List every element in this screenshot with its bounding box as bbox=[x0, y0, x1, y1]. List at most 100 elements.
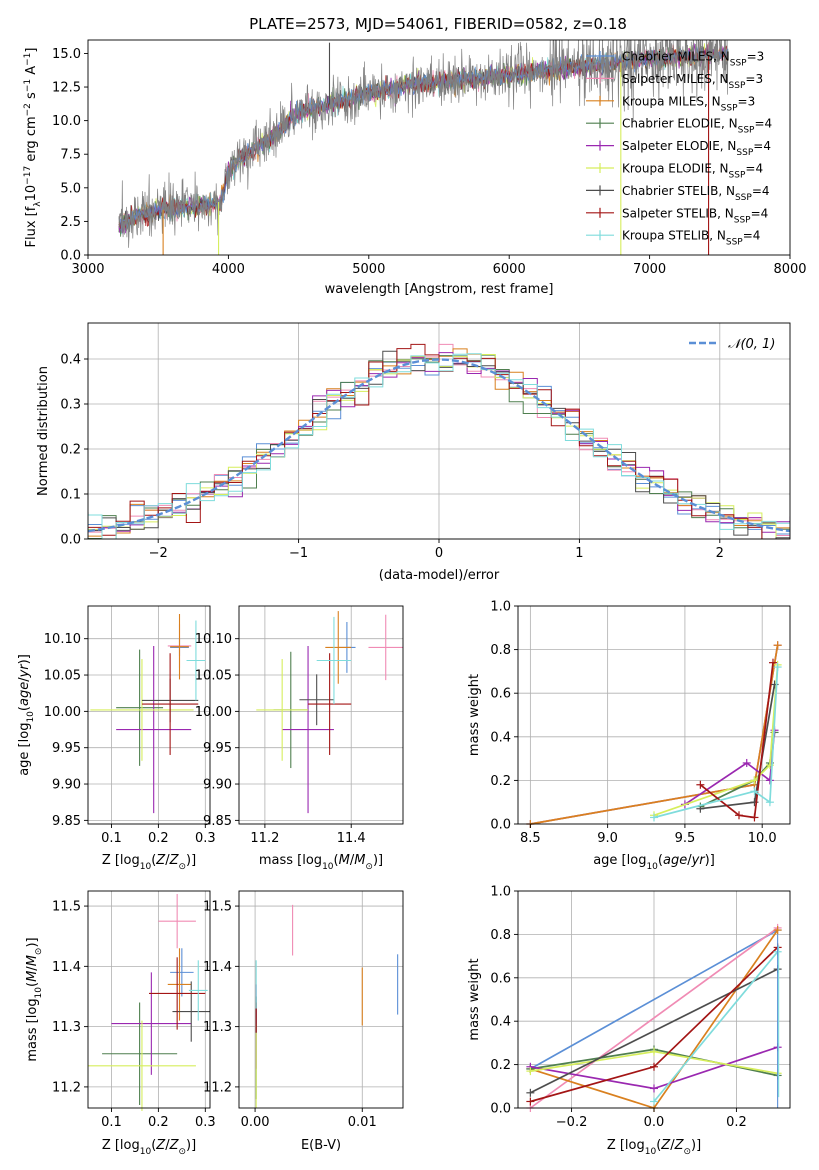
y-tick-label: 0.4 bbox=[490, 1015, 511, 1030]
x-tick-label: −2 bbox=[149, 546, 168, 561]
residuals-ylabel: Normed distribution bbox=[36, 366, 51, 496]
y-tick-label: 10.00 bbox=[44, 705, 81, 720]
y-tick-label: 10.10 bbox=[44, 632, 81, 647]
y-tick-label: 9.95 bbox=[203, 741, 232, 756]
observed-spectrum bbox=[118, 40, 729, 248]
y-tick-label: 11.2 bbox=[203, 1080, 232, 1095]
weight_vs_Z-xlabel: Z [log10(Z/Z⊙)] bbox=[607, 1138, 701, 1157]
legend-entry: Salpeter STELIB, NSSP=4 bbox=[622, 206, 768, 225]
y-tick-label: 1.0 bbox=[490, 600, 511, 615]
y-tick-label: 0.2 bbox=[490, 1058, 511, 1073]
x-tick-label: 0.1 bbox=[101, 1115, 122, 1130]
x-tick-label: −1 bbox=[289, 546, 308, 561]
spectrum-panel: 3000 4000 5000 6000 7000 8000 0.0 2.5 5.0 7.5 10.0… bbox=[23, 39, 807, 297]
spectrum-xlabel: wavelength [Angstrom, rest frame] bbox=[325, 282, 554, 297]
y-tick-label: 11.3 bbox=[52, 1020, 81, 1035]
weight-line-chabrier_miles bbox=[529, 929, 779, 1070]
axes-frame bbox=[517, 605, 791, 825]
y-tick-label: 9.85 bbox=[52, 814, 81, 829]
hist-salpeter_stelib bbox=[88, 343, 790, 539]
mass_vs_EBV-xlabel: E(B-V) bbox=[301, 1138, 341, 1153]
x-tick-label: 7000 bbox=[633, 262, 666, 277]
mass_vs_EBV-panel: 0.00 0.01 11.2 11.3 11.4 11.5 E(B-V) bbox=[203, 890, 404, 1153]
x-tick-label: −0.2 bbox=[556, 1115, 588, 1130]
x-tick-label: 2 bbox=[716, 546, 724, 561]
legend-entry: Salpeter ELODIE, NSSP=4 bbox=[622, 139, 771, 158]
weight_vs_age-xlabel: age [log10(age/yr)] bbox=[593, 853, 715, 872]
x-tick-label: 11.4 bbox=[337, 831, 366, 846]
age_vs_mass-panel: 11.2 11.4 9.85 9.90 9.95 10.00 10.05 10.10 mass … bbox=[195, 605, 404, 872]
y-tick-label: 11.4 bbox=[52, 960, 81, 975]
y-tick-label: 2.5 bbox=[60, 215, 81, 230]
x-tick-label: 6000 bbox=[493, 262, 526, 277]
x-tick-label: 8000 bbox=[773, 262, 806, 277]
x-tick-label: 11.2 bbox=[250, 831, 279, 846]
y-tick-label: 10.05 bbox=[44, 669, 81, 684]
residuals-xlabel: (data-model)/error bbox=[379, 568, 500, 583]
spectrum-ylabel: Flux [fλ10−17 erg cm−2 s−1 A−1] bbox=[23, 48, 43, 248]
legend-entry: Salpeter MILES, NSSP=3 bbox=[622, 72, 763, 91]
mass_vs_Z-panel: 0.1 0.2 0.3 11.2 11.3 11.4 11.5 Z [log10(Z/Z⊙)]… bbox=[25, 890, 216, 1157]
y-tick-label: 11.4 bbox=[203, 960, 232, 975]
weight-line-kroupa_stelib bbox=[653, 951, 779, 1103]
weight-line-salpeter_miles bbox=[529, 927, 779, 1109]
weight_vs_age-ylabel: mass weight bbox=[467, 674, 482, 756]
weight-line-kroupa_stelib bbox=[653, 666, 779, 819]
y-tick-label: 0.4 bbox=[60, 353, 81, 368]
y-tick-label: 11.3 bbox=[203, 1020, 232, 1035]
age_vs_Z-xlabel: Z [log10(Z/Z⊙)] bbox=[102, 853, 196, 872]
y-tick-label: 0.0 bbox=[60, 249, 81, 264]
axes-frame bbox=[87, 605, 211, 825]
x-tick-label: 9.0 bbox=[597, 831, 618, 846]
legend-entry: Chabrier ELODIE, NSSP=4 bbox=[622, 117, 772, 136]
gaussian-curve bbox=[88, 358, 790, 533]
hist-kroupa_stelib bbox=[88, 353, 790, 539]
histograms bbox=[88, 343, 790, 539]
y-tick-label: 9.95 bbox=[52, 741, 81, 756]
weight_vs_age-panel: 8.5 9.0 9.5 10.0 0.0 0.2 0.4 0.6 0.8 1.0 age [log1… bbox=[467, 600, 791, 872]
age_vs_Z-panel: 0.1 0.2 0.3 9.85 9.90 9.95 10.00 10.05 10.10 Z [l… bbox=[17, 605, 216, 872]
age_vs_mass-xlabel: mass [log10(M/M⊙)] bbox=[259, 853, 383, 872]
legend-entry: Chabrier MILES, NSSP=3 bbox=[622, 50, 764, 69]
y-tick-label: 0.1 bbox=[60, 488, 81, 503]
x-tick-label: 1 bbox=[575, 546, 583, 561]
legend-entry: Kroupa ELODIE, NSSP=4 bbox=[622, 162, 763, 181]
weight-line-kroupa_miles bbox=[530, 645, 779, 825]
weight-line-kroupa_elodie bbox=[653, 664, 779, 817]
x-tick-label: 0 bbox=[435, 546, 443, 561]
legend-entry: Chabrier STELIB, NSSP=4 bbox=[622, 184, 770, 203]
residuals-panel: −2 −1 0 1 2 0.0 0.1 0.2 0.3 0.4 (data-model)/error… bbox=[36, 322, 791, 583]
y-tick-label: 9.90 bbox=[52, 778, 81, 793]
y-tick-label: 0.6 bbox=[490, 687, 511, 702]
y-tick-label: 1.0 bbox=[490, 885, 511, 900]
y-tick-label: 9.85 bbox=[203, 814, 232, 829]
x-tick-label: 0.3 bbox=[195, 831, 216, 846]
axes-frame bbox=[238, 890, 404, 1109]
weight_vs_Z-ylabel: mass weight bbox=[467, 958, 482, 1040]
legend-entry: Kroupa MILES, NSSP=3 bbox=[622, 94, 755, 113]
x-tick-label: 3000 bbox=[71, 262, 104, 277]
y-tick-label: 0.0 bbox=[490, 818, 511, 833]
x-tick-label: 0.01 bbox=[348, 1115, 377, 1130]
x-tick-label: 5000 bbox=[352, 262, 385, 277]
x-tick-label: 0.3 bbox=[195, 1115, 216, 1130]
x-tick-label: 0.2 bbox=[148, 1115, 169, 1130]
legend-entry: 𝒩(0, 1) bbox=[728, 337, 775, 352]
y-tick-label: 11.2 bbox=[52, 1080, 81, 1095]
y-tick-label: 0.0 bbox=[60, 533, 81, 548]
y-tick-label: 0.0 bbox=[490, 1102, 511, 1117]
x-tick-label: 0.2 bbox=[148, 831, 169, 846]
y-tick-label: 10.00 bbox=[195, 705, 232, 720]
weight-line-chabrier_stelib bbox=[530, 968, 778, 1094]
axes-frame bbox=[238, 605, 404, 825]
y-tick-label: 0.2 bbox=[60, 443, 81, 458]
x-tick-label: 4000 bbox=[212, 262, 245, 277]
x-tick-label: 0.0 bbox=[644, 1115, 665, 1130]
axes-frame bbox=[87, 890, 211, 1109]
y-tick-label: 11.5 bbox=[52, 900, 81, 915]
y-tick-label: 10.10 bbox=[195, 632, 232, 647]
x-tick-label: 10.0 bbox=[748, 831, 777, 846]
spectrum-lines bbox=[118, 40, 729, 255]
y-tick-label: 9.90 bbox=[203, 778, 232, 793]
